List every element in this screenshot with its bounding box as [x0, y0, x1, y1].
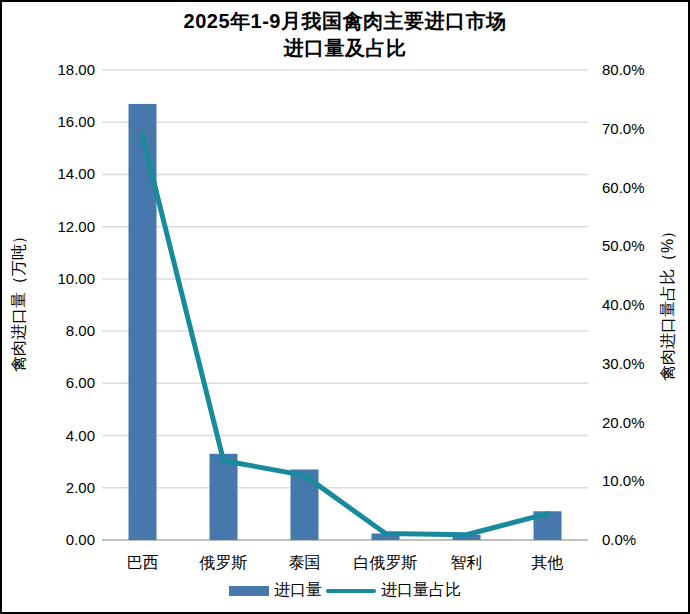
share-line — [143, 136, 548, 534]
legend: 进口量 进口量占比 — [2, 580, 688, 601]
right-tick-label: 50.0% — [602, 237, 645, 254]
category-label: 巴西 — [127, 554, 159, 571]
legend-bar-label: 进口量 — [274, 580, 322, 601]
category-label: 智利 — [451, 554, 483, 571]
left-tick-label: 0.00 — [66, 531, 95, 548]
left-axis-title: 禽肉进口量（万吨） — [9, 228, 30, 372]
bar-1 — [210, 454, 238, 540]
left-tick-label: 10.00 — [57, 270, 95, 287]
right-axis-title: 禽肉进口量占比（%） — [658, 223, 679, 381]
right-tick-label: 0.0% — [602, 531, 636, 548]
left-tick-label: 6.00 — [66, 374, 95, 391]
right-tick-label: 60.0% — [602, 179, 645, 196]
right-tick-label: 40.0% — [602, 296, 645, 313]
legend-line-label: 进口量占比 — [381, 580, 461, 601]
category-label: 其他 — [532, 554, 564, 571]
legend-line-swatch — [326, 589, 376, 593]
plot-area: 0.00 2.00 4.00 6.00 8.00 10.00 12.00 14.00 16.00… — [2, 2, 690, 614]
right-tick-label: 70.0% — [602, 120, 645, 137]
left-tick-label: 2.00 — [66, 479, 95, 496]
category-label: 白俄罗斯 — [354, 554, 418, 571]
right-tick-label: 30.0% — [602, 355, 645, 372]
right-tick-label: 10.0% — [602, 472, 645, 489]
right-tick-label: 80.0% — [602, 61, 645, 78]
left-tick-label: 8.00 — [66, 322, 95, 339]
legend-bar-swatch — [229, 586, 269, 596]
right-tick-label: 20.0% — [602, 414, 645, 431]
left-tick-label: 16.00 — [57, 113, 95, 130]
left-tick-label: 4.00 — [66, 427, 95, 444]
left-tick-label: 12.00 — [57, 218, 95, 235]
left-tick-label: 14.00 — [57, 165, 95, 182]
left-tick-label: 18.00 — [57, 61, 95, 78]
chart-canvas: 2025年1-9月我国禽肉主要进口市场 进口量及占比 0.002.004.006… — [0, 0, 690, 614]
category-label: 俄罗斯 — [199, 554, 248, 571]
category-label: 泰国 — [289, 554, 321, 571]
